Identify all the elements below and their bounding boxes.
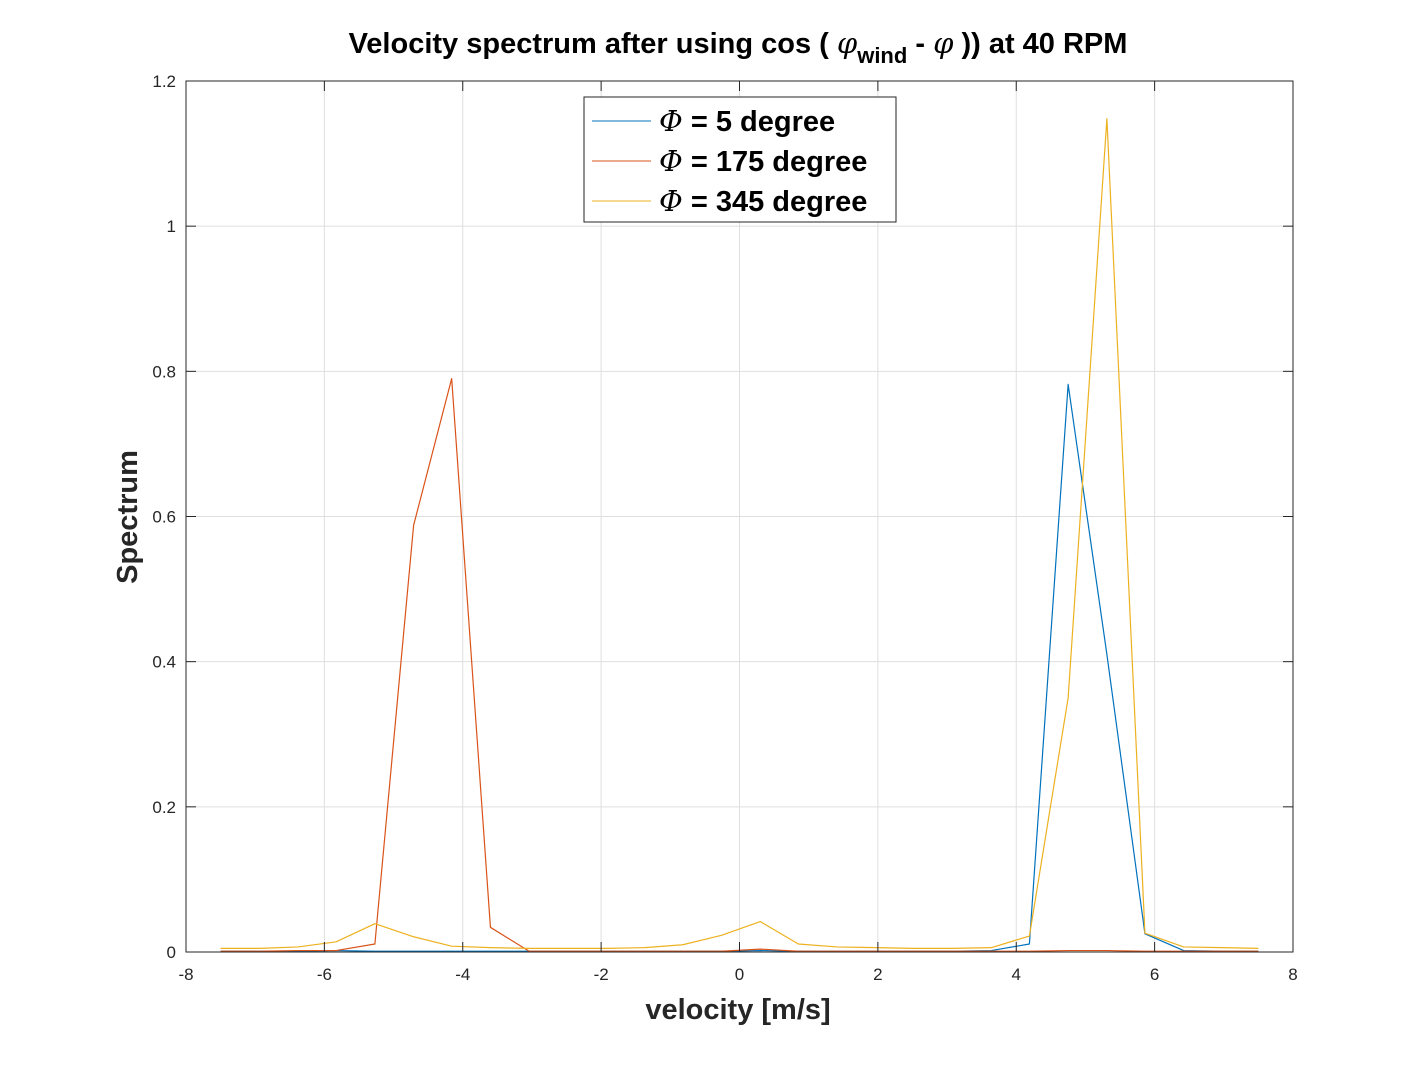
series-line-175-degree [220, 377, 1259, 952]
x-tick-label: -6 [317, 965, 332, 984]
series-layer [220, 118, 1259, 952]
chart-title-mid: - [907, 28, 933, 60]
y-tick-label: 0.6 [152, 508, 176, 527]
y-tick-label: 1 [167, 217, 176, 236]
legend-entry-5-degree: Φ = 5 degree [659, 104, 835, 138]
legend-entry-175-degree: Φ = 175 degree [659, 144, 867, 178]
y-tick-label: 0 [167, 943, 176, 962]
series-line-5-degree [220, 383, 1259, 952]
x-axis-label: velocity [m/s] [645, 994, 830, 1026]
chart-title-phi-symbol-2: φ [933, 26, 954, 60]
legend: Φ = 5 degree Φ = 175 degree Φ = 345 degr… [583, 96, 897, 223]
y-tick-label: 0.8 [152, 362, 176, 381]
y-tick-label: 1.2 [152, 72, 176, 91]
legend-phi-symbol: Φ [659, 104, 683, 138]
y-axis-label: Spectrum [112, 450, 144, 584]
chart-title-prefix: Velocity spectrum after using cos ( [349, 28, 837, 60]
legend-phi-symbol: Φ [659, 184, 683, 218]
x-tick-label: 6 [1150, 965, 1159, 984]
x-tick-label: 4 [1012, 965, 1021, 984]
x-tick-label: -4 [455, 965, 470, 984]
chart-title-subscript: wind [856, 43, 907, 68]
chart-title: Velocity spectrum after using cos ( φwin… [349, 26, 1128, 68]
y-tick-label: 0.2 [152, 798, 176, 817]
x-tick-label: 0 [735, 965, 744, 984]
tick-marks [185, 80, 1294, 953]
legend-label-345-degree: = 345 degree [683, 186, 868, 218]
x-tick-label: 2 [873, 965, 882, 984]
legend-label-5-degree: = 5 degree [683, 106, 835, 138]
y-tick-labels: 0 0.2 0.4 0.6 0.8 1 1.2 [152, 72, 176, 962]
chart-title-suffix: )) at 40 RPM [953, 28, 1127, 60]
x-tick-label: -8 [178, 965, 193, 984]
x-tick-label: 8 [1288, 965, 1297, 984]
y-tick-label: 0.4 [152, 653, 176, 672]
legend-phi-symbol: Φ [659, 144, 683, 178]
x-tick-labels: -8 -6 -4 -2 0 2 4 6 8 [178, 965, 1297, 984]
legend-label-175-degree: = 175 degree [683, 146, 868, 178]
x-tick-label: -2 [594, 965, 609, 984]
chart-title-phi-symbol: φ [837, 26, 858, 60]
series-line-345-degree [220, 118, 1259, 949]
legend-entry-345-degree: Φ = 345 degree [659, 184, 867, 218]
